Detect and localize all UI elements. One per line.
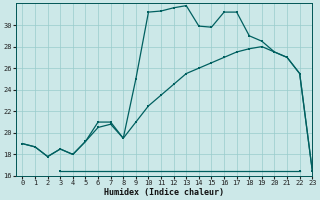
X-axis label: Humidex (Indice chaleur): Humidex (Indice chaleur) xyxy=(104,188,224,197)
